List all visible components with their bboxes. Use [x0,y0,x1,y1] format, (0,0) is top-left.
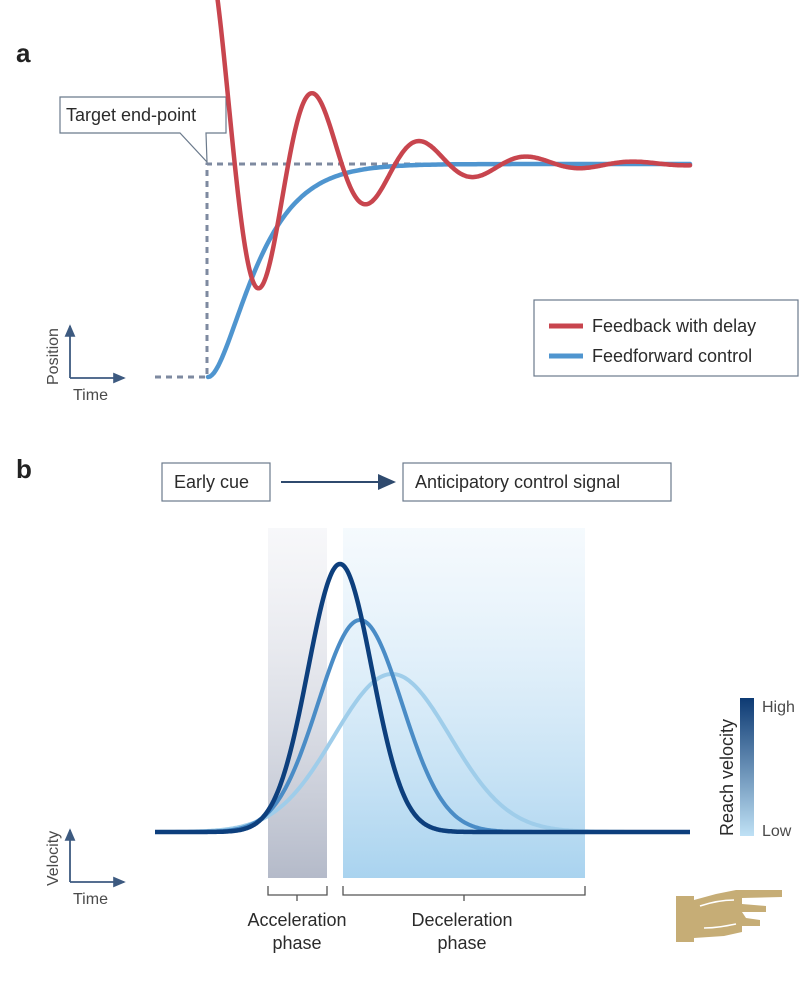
signal-label: Anticipatory control signal [415,472,620,492]
axis-b-y-label: Velocity [45,831,62,886]
colorbar-high-label: High [762,699,795,716]
colorbar-gradient [740,698,754,836]
axes-b: Velocity Time [45,828,126,908]
legend-label-feedback: Feedback with delay [592,316,756,336]
target-callout: Target end-point [59,96,227,164]
panel-b-letter: b [16,454,32,484]
panel-a-letter: a [16,38,31,68]
deceleration-phase-band [343,528,585,878]
colorbar-low-label: Low [762,823,792,840]
cue-box: Early cue [161,462,271,502]
feedback-curve [215,0,693,291]
legend: Feedback with delay Feedforward control [533,299,799,377]
acceleration-label-2: phase [272,933,321,953]
legend-label-feedforward: Feedforward control [592,346,752,366]
legend-box [533,299,799,377]
deceleration-bracket [342,886,586,901]
velocity-curve-high [155,561,690,835]
target-callout-label: Target end-point [66,105,196,125]
colorbar: Reach velocity High Low [717,698,795,840]
signal-box: Anticipatory control signal [402,462,672,502]
axis-b-x-label: Time [73,891,108,908]
cue-label: Early cue [174,472,249,492]
acceleration-label-1: Acceleration [247,910,346,930]
deceleration-label-2: phase [437,933,486,953]
pointing-hand-icon [676,890,782,942]
deceleration-label-1: Deceleration [411,910,512,930]
axis-a-x-label: Time [73,387,108,404]
colorbar-title: Reach velocity [717,719,737,836]
acceleration-bracket [267,886,328,901]
axes-a: Position Time [45,324,126,404]
axis-a-y-label: Position [45,328,62,385]
